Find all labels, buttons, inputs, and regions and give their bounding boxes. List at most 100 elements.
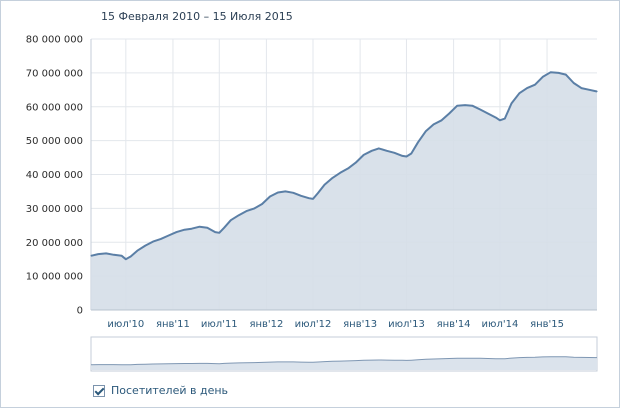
data-point [97,253,99,255]
x-tick-label: янв'15 [530,319,564,330]
range-navigator[interactable] [90,336,598,372]
x-tick-label: июл'12 [295,319,332,330]
data-point [269,195,271,198]
x-tick-label: янв'12 [249,319,283,330]
data-point [588,89,590,91]
data-point [542,76,544,78]
data-point [144,245,146,247]
x-tick-label: июл'10 [107,319,144,330]
x-axis: июл'10 янв'11 июл'11 янв'12 июл'12 янв'13 июл'… [107,319,564,330]
data-point [456,105,458,107]
data-point [550,71,552,73]
data-point [308,197,310,199]
data-point [565,73,567,76]
data-point [152,240,154,243]
data-point [487,112,489,115]
data-point [253,207,255,209]
navigator-line [90,356,598,366]
x-tick-label: июл'11 [201,319,238,330]
data-point [405,155,408,158]
x-tick-label: июл'13 [388,319,425,330]
data-point [191,228,193,230]
data-point [317,192,319,194]
y-tick-label: 30 000 000 [26,204,83,215]
data-point [160,238,162,240]
data-point [518,92,521,94]
data-point [596,90,598,93]
data-point [363,154,365,156]
data-point [433,123,435,125]
data-point [526,87,528,89]
data-point [580,87,582,89]
data-point [113,254,115,256]
data-point [121,255,123,257]
data-point [284,190,286,193]
data-point [471,105,473,107]
data-point [425,130,427,132]
data-point [573,82,575,84]
data-point [292,192,294,194]
data-point [355,162,357,164]
y-tick-label: 80 000 000 [26,35,83,46]
data-point [557,72,560,74]
data-point [218,232,220,234]
legend: Посетителей в день [93,384,228,397]
data-point [534,84,536,86]
data-point [230,219,232,221]
data-point [347,167,349,170]
series-toggle-checkbox[interactable] [93,384,105,397]
data-point [464,104,466,106]
data-point [130,255,132,258]
data-point [393,152,396,154]
data-point [499,119,501,121]
data-point [410,152,412,155]
data-point [378,147,380,150]
data-point [495,116,497,119]
data-point [312,198,314,200]
x-tick-label: янв'14 [437,319,471,330]
data-point [206,227,208,229]
data-point [183,229,186,231]
data-point [386,150,388,152]
series-area [91,72,597,310]
data-point [238,214,240,216]
data-point [277,191,279,194]
data-point [504,118,506,120]
y-tick-label: 70 000 000 [26,68,83,79]
data-point [261,203,263,205]
data-point [167,234,170,237]
navigator-area [91,356,597,370]
data-point [223,227,225,229]
data-point [401,155,403,157]
data-point [371,150,373,152]
data-point [479,108,481,111]
data-point [448,112,450,115]
data-point [125,258,127,260]
data-point [175,231,178,233]
data-point [214,231,216,233]
x-tick-label: янв'11 [156,319,190,330]
area-layer [90,71,598,311]
y-tick-label: 0 [77,306,83,317]
data-point [245,210,248,212]
data-point [331,177,334,179]
data-point [105,252,107,255]
date-range-title: 15 Февраля 2010 – 15 Июля 2015 [101,10,293,23]
data-point [510,102,513,104]
data-point [300,195,302,197]
y-tick-label: 20 000 000 [26,238,83,249]
legend-label[interactable]: Посетителей в день [111,384,229,397]
data-point [323,184,326,186]
data-point [440,119,443,121]
y-tick-label: 10 000 000 [26,272,83,283]
data-point [198,226,201,228]
y-tick-label: 50 000 000 [26,136,83,147]
x-tick-label: июл'14 [482,319,519,330]
data-point [90,255,92,257]
y-axis: 0 10 000 000 20 000 000 30 000 000 40 000 00… [26,35,83,317]
data-point [417,141,419,143]
y-tick-label: 40 000 000 [26,170,83,181]
data-point [136,250,138,252]
